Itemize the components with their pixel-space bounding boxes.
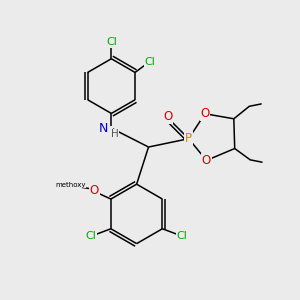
Text: Cl: Cl [176,231,188,241]
Text: Cl: Cl [145,57,155,67]
Text: O: O [200,107,210,120]
Text: N: N [99,122,109,135]
Text: Cl: Cl [106,37,117,47]
Text: H: H [111,129,119,139]
Text: Cl: Cl [86,231,97,241]
Text: O: O [90,184,99,196]
Text: P: P [185,132,192,145]
Text: O: O [163,110,172,123]
Text: methoxy: methoxy [55,182,86,188]
Text: O: O [202,154,211,167]
